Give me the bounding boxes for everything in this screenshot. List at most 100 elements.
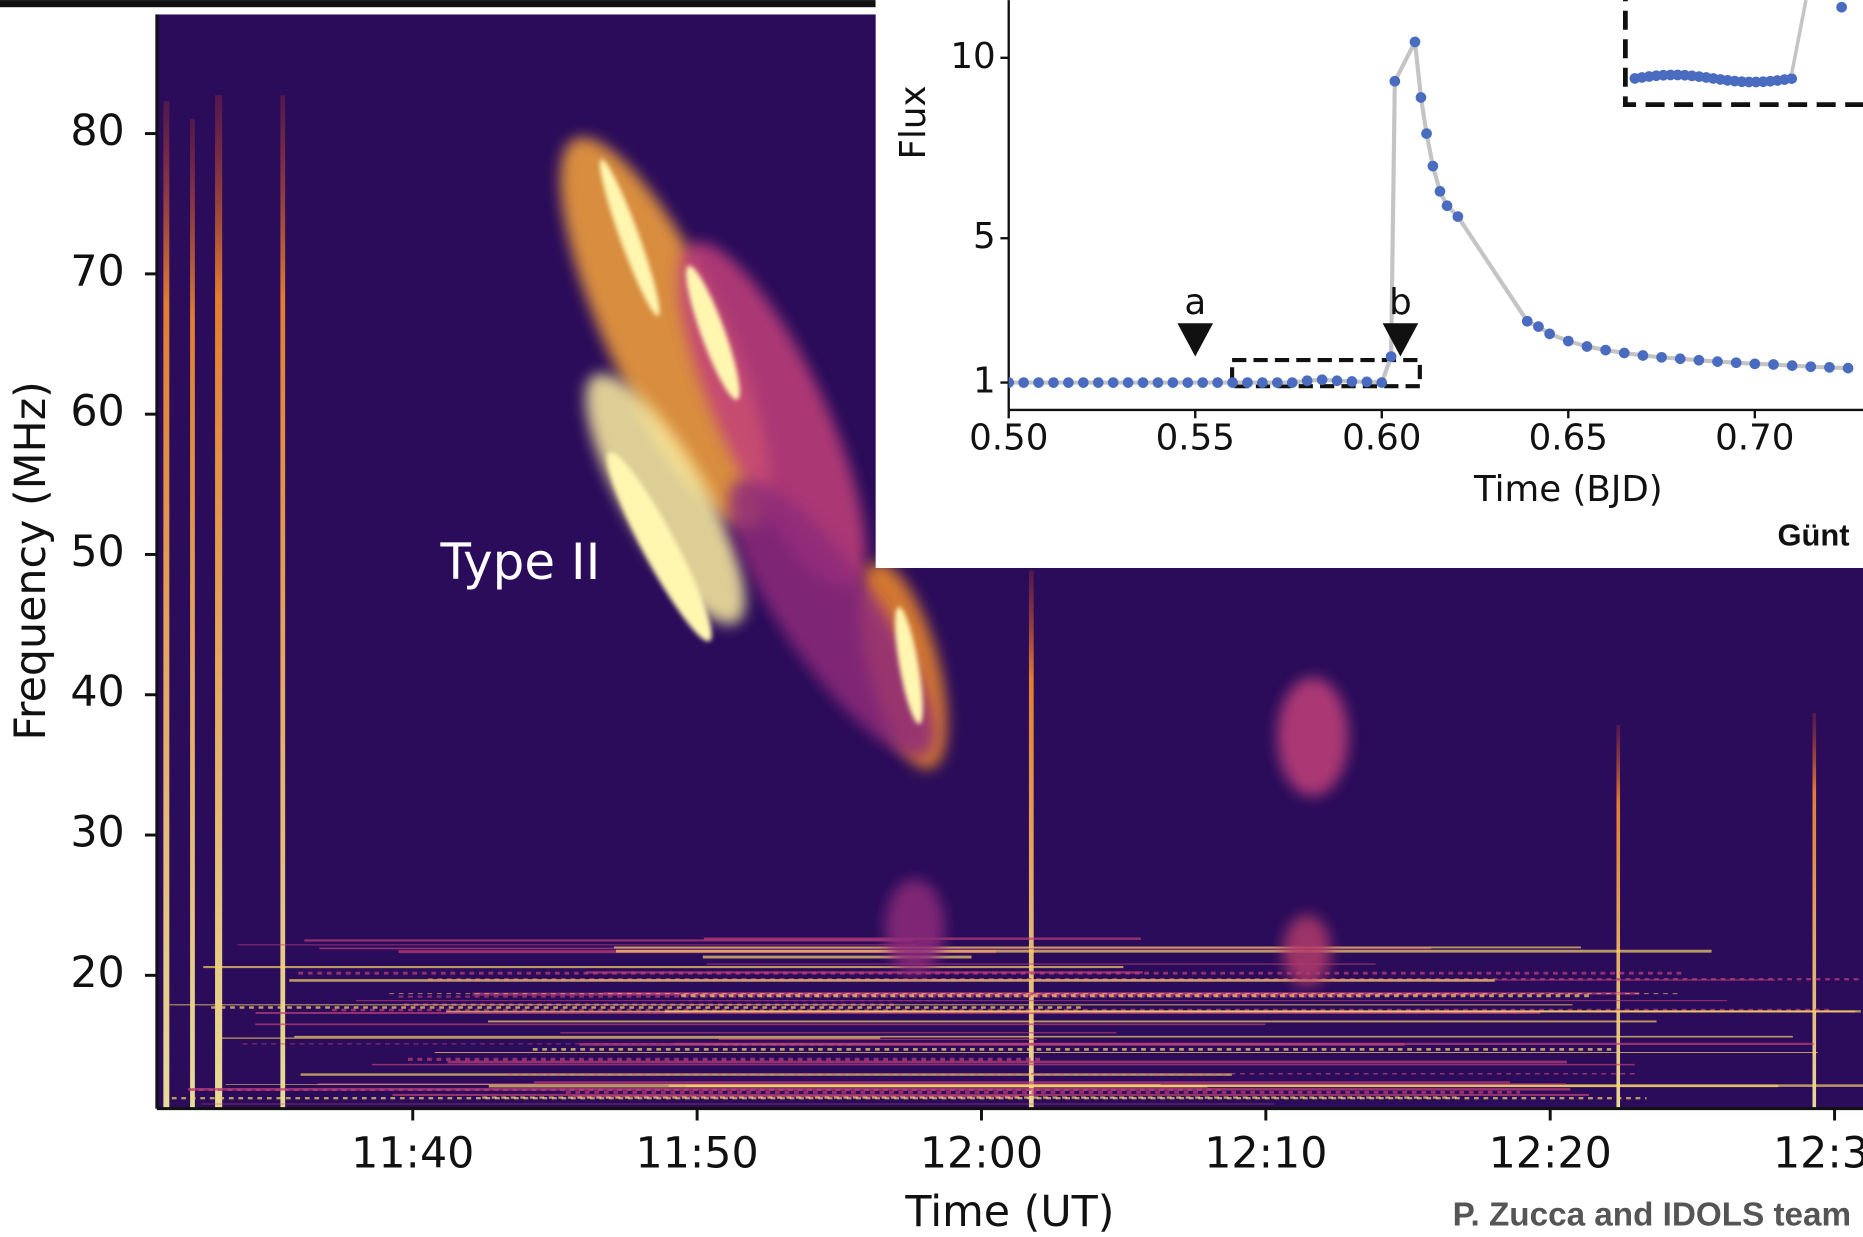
x-tick-label: 12:00	[920, 1129, 1043, 1179]
data-point	[1824, 362, 1835, 373]
data-point	[1077, 377, 1089, 388]
radio-burst	[1812, 712, 1817, 1109]
radio-burst	[215, 95, 223, 1109]
y-axis-title: Frequency (MHz)	[6, 381, 56, 740]
type-ii-emission	[585, 373, 746, 625]
data-point	[1331, 375, 1343, 387]
zoom-inset	[1230, 0, 1847, 389]
x-axis-title: Time (UT)	[904, 1187, 1114, 1237]
data-point	[1674, 353, 1686, 365]
y-tick-label: 20	[70, 948, 124, 998]
data-point	[1434, 185, 1446, 197]
data-point	[1581, 341, 1593, 352]
plot-area	[1008, 34, 1854, 388]
data-point	[1693, 354, 1705, 366]
data-point	[1544, 328, 1555, 340]
type-ii-core	[894, 606, 923, 724]
data-point	[1048, 377, 1059, 388]
zoom-line	[1789, 0, 1808, 75]
data-point	[1197, 377, 1209, 388]
type-ii-core	[607, 451, 712, 642]
data-point	[1376, 377, 1388, 388]
data-point	[1122, 377, 1134, 388]
y-tick-label: 80	[70, 106, 124, 156]
data-point	[1346, 376, 1358, 387]
data-point	[1361, 376, 1373, 388]
data-point	[1421, 128, 1432, 139]
data-point	[1749, 358, 1761, 370]
data-point	[1063, 377, 1074, 388]
data-point	[1182, 377, 1194, 388]
data-point	[1452, 211, 1464, 222]
x-tick-label: 12:30	[1773, 1129, 1863, 1179]
x-tick-label: 0.60	[1342, 418, 1421, 459]
data-point	[1618, 347, 1630, 359]
annotation: Type II	[439, 533, 600, 591]
annotation-arrow	[1382, 323, 1419, 357]
y-tick-label: 30	[70, 808, 124, 858]
y-tick-label: 70	[70, 246, 124, 296]
data-point	[1656, 351, 1667, 363]
type-ii-emission	[1277, 677, 1349, 797]
data-point	[1167, 377, 1179, 388]
data-point	[1786, 360, 1798, 371]
x-tick-label: 12:20	[1489, 1129, 1612, 1179]
credit: P. Zucca and IDOLS team	[1453, 1197, 1852, 1234]
type-ii-emission	[885, 879, 945, 975]
data-point	[1533, 321, 1544, 332]
data-point	[1712, 356, 1723, 367]
x-tick-label: 0.50	[969, 418, 1048, 459]
zoom-point	[1786, 73, 1798, 84]
type-ii-core	[599, 159, 660, 316]
data-point	[1768, 359, 1779, 370]
data-point	[1521, 315, 1533, 327]
data-point	[1212, 377, 1223, 388]
data-point	[1385, 351, 1397, 362]
type-ii-emission	[728, 478, 935, 757]
data-point	[1137, 377, 1149, 388]
data-point	[1107, 377, 1119, 388]
data-point	[1271, 377, 1283, 388]
type-ii-core	[686, 265, 740, 400]
y-tick-label: 40	[70, 667, 124, 717]
data-point	[1018, 377, 1029, 388]
data-point	[1092, 377, 1104, 388]
top-border	[0, 0, 876, 8]
zoom-box	[1622, 0, 1863, 108]
data-point	[1301, 375, 1313, 387]
y-axis-title: Flux	[893, 85, 934, 159]
credit: Günt	[1777, 517, 1849, 552]
data-point	[1008, 377, 1015, 388]
data-point	[1441, 200, 1453, 212]
data-point	[1730, 357, 1742, 369]
y-tick-label: 10	[950, 36, 995, 77]
data-point	[1805, 361, 1817, 373]
annotation: b	[1389, 282, 1412, 323]
chart-layer: 20 30 40 50 60 70 80 11:40 11:50 12:00 12:10 12:20 1…	[6, 0, 1863, 1237]
radio-burst	[163, 101, 170, 1109]
data-point	[1242, 377, 1253, 388]
data-point	[1842, 362, 1854, 374]
data-point	[1415, 92, 1427, 103]
dashed-box	[1230, 358, 1422, 389]
data-point	[1409, 36, 1421, 48]
x-tick-label: 12:10	[1204, 1129, 1327, 1179]
data-point	[1152, 377, 1164, 388]
inset-panel	[875, 0, 1863, 569]
x-tick-label: 0.65	[1529, 418, 1608, 459]
radio-burst	[1616, 724, 1621, 1109]
radio-burst	[1028, 570, 1034, 1109]
data-point	[1227, 377, 1238, 388]
data-point	[1427, 160, 1439, 172]
annotation: a	[1184, 282, 1206, 323]
x-tick-label: 0.70	[1715, 418, 1794, 459]
y-tick-label: 50	[70, 527, 124, 577]
data-point	[1257, 377, 1268, 388]
radio-burst	[280, 95, 286, 1109]
type-ii-emission	[1283, 914, 1331, 987]
y-tick-label: 1	[973, 361, 996, 402]
data-point	[1033, 377, 1044, 388]
y-tick-label: 5	[973, 216, 996, 257]
y-tick-label: 60	[70, 387, 124, 437]
